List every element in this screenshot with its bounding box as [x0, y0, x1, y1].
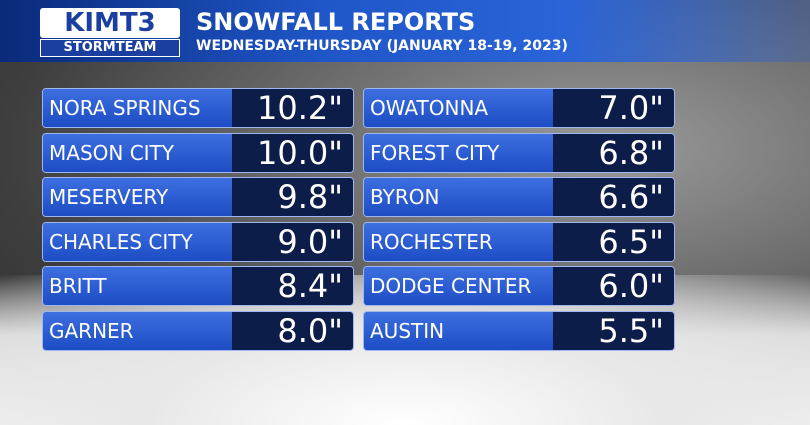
snowfall-amount: 8.4" — [232, 267, 353, 306]
location-name: NORA SPRINGS — [43, 89, 232, 127]
report-row: DODGE CENTER 6.0" — [363, 266, 675, 307]
report-row: BRITT 8.4" — [42, 266, 354, 307]
location-name: BRITT — [43, 267, 232, 306]
report-row: AUSTIN 5.5" — [363, 311, 675, 351]
snowfall-amount: 9.8" — [232, 178, 353, 217]
location-name: GARNER — [43, 312, 232, 350]
report-row: MASON CITY 10.0" — [42, 132, 354, 173]
snowfall-amount: 6.8" — [553, 133, 674, 172]
location-name: FOREST CITY — [364, 133, 553, 172]
report-row: MESERVERY 9.8" — [42, 177, 354, 218]
snowfall-amount: 6.5" — [553, 222, 674, 261]
location-name: MESERVERY — [43, 178, 232, 217]
location-name: OWATONNA — [364, 89, 553, 127]
report-row: OWATONNA 7.0" — [363, 88, 675, 128]
location-name: BYRON — [364, 178, 553, 217]
snowfall-amount: 5.5" — [553, 312, 674, 350]
location-name: MASON CITY — [43, 133, 232, 172]
snowfall-amount: 6.6" — [553, 178, 674, 217]
subtitle: WEDNESDAY-THURSDAY (JANUARY 18-19, 2023) — [196, 38, 568, 54]
report-row: GARNER 8.0" — [42, 311, 354, 351]
location-name: ROCHESTER — [364, 222, 553, 261]
report-row: FOREST CITY 6.8" — [363, 132, 675, 173]
location-name: AUSTIN — [364, 312, 553, 350]
snowfall-amount: 10.0" — [232, 133, 353, 172]
snowfall-amount: 7.0" — [553, 89, 674, 127]
snowfall-amount: 9.0" — [232, 222, 353, 261]
report-row: ROCHESTER 6.5" — [363, 221, 675, 262]
snowfall-amount: 8.0" — [232, 312, 353, 350]
report-row: CHARLES CITY 9.0" — [42, 221, 354, 262]
snowfall-amount: 6.0" — [553, 267, 674, 306]
title: SNOWFALL REPORTS — [196, 8, 476, 36]
location-name: CHARLES CITY — [43, 222, 232, 261]
location-name: DODGE CENTER — [364, 267, 553, 306]
report-row: NORA SPRINGS 10.2" — [42, 88, 354, 128]
snowfall-amount: 10.2" — [232, 89, 353, 127]
logo-subtext: STORMTEAM — [40, 39, 180, 57]
logo: KIMT3 STORMTEAM — [40, 8, 180, 57]
logo-text: KIMT3 — [40, 8, 180, 38]
report-row: BYRON 6.6" — [363, 177, 675, 218]
